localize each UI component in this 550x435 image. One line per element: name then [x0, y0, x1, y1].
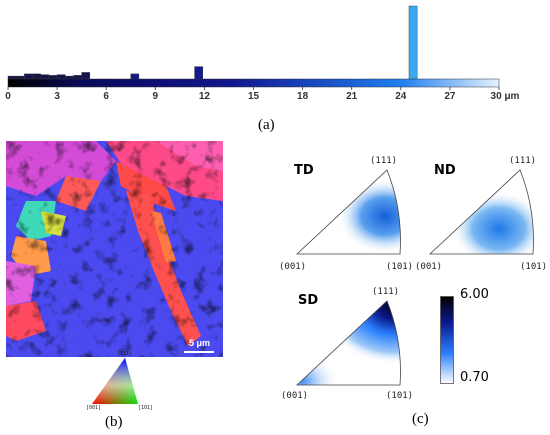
intensity-colorbar — [440, 296, 454, 384]
grain-size-histogram — [7, 5, 500, 90]
ipf-key-001-label: [001] — [86, 405, 102, 411]
histogram-bar — [15, 75, 25, 80]
histogram-bar — [130, 73, 140, 80]
nd-101-label: (101) — [520, 262, 548, 272]
x-tick-label: 12 — [198, 91, 210, 102]
sd-111-label: (111) — [372, 287, 400, 297]
x-tick-label: 9 — [152, 91, 159, 102]
nd-111-label: (111) — [509, 156, 537, 166]
x-tick-label: 6 — [103, 91, 109, 102]
histogram-bar — [32, 73, 41, 80]
histogram-bar — [73, 75, 82, 80]
histogram-bar — [194, 66, 203, 80]
histogram-bar — [24, 73, 33, 80]
x-tick-label: 21 — [346, 91, 358, 102]
histogram-bar — [56, 74, 66, 80]
histogram-bar — [408, 5, 418, 80]
td-111-label: (111) — [370, 156, 398, 166]
td-101-label: (101) — [386, 262, 414, 272]
scale-bar — [184, 351, 214, 353]
colorbar-min-label: 0.70 — [460, 370, 489, 385]
pole-figures — [295, 169, 534, 386]
histogram-bar — [81, 72, 91, 80]
ipf-key-101-label: [101] — [138, 405, 154, 411]
panel-label-a: (a) — [258, 117, 275, 133]
panel-label-b: (b) — [105, 414, 123, 430]
ipf-color-key — [92, 358, 138, 404]
td-001-label: (001) — [279, 262, 307, 272]
x-tick-label: 0 — [5, 91, 11, 102]
panel-label-c: (c) — [412, 411, 429, 427]
colorbar-max-label: 6.00 — [460, 287, 489, 302]
pole-figure-nd-title: ND — [434, 163, 456, 178]
histogram-bar — [40, 74, 50, 80]
histogram-bar — [65, 75, 74, 80]
sd-101-label: (101) — [386, 391, 414, 401]
pole-figure-td-title: TD — [294, 163, 314, 178]
ipf-key-111-label: [111] — [117, 351, 133, 357]
histogram-bar — [7, 75, 17, 80]
size-color-scale — [7, 78, 500, 88]
x-tick-label: 3 — [54, 91, 60, 102]
x-tick-label: 30 μm — [490, 91, 520, 102]
x-tick-label: 24 — [395, 91, 407, 102]
nd-001-label: (001) — [415, 262, 443, 272]
x-tick-label: 27 — [444, 91, 456, 102]
ebsd-orientation-map: 5 μm — [6, 141, 223, 357]
sd-001-label: (001) — [281, 391, 309, 401]
x-tick-label: 15 — [247, 91, 260, 102]
pole-figure-sd-title: SD — [298, 293, 319, 308]
histogram-bar — [48, 75, 58, 80]
scale-bar-label: 5 μm — [189, 338, 211, 348]
x-tick-label: 18 — [297, 91, 309, 102]
